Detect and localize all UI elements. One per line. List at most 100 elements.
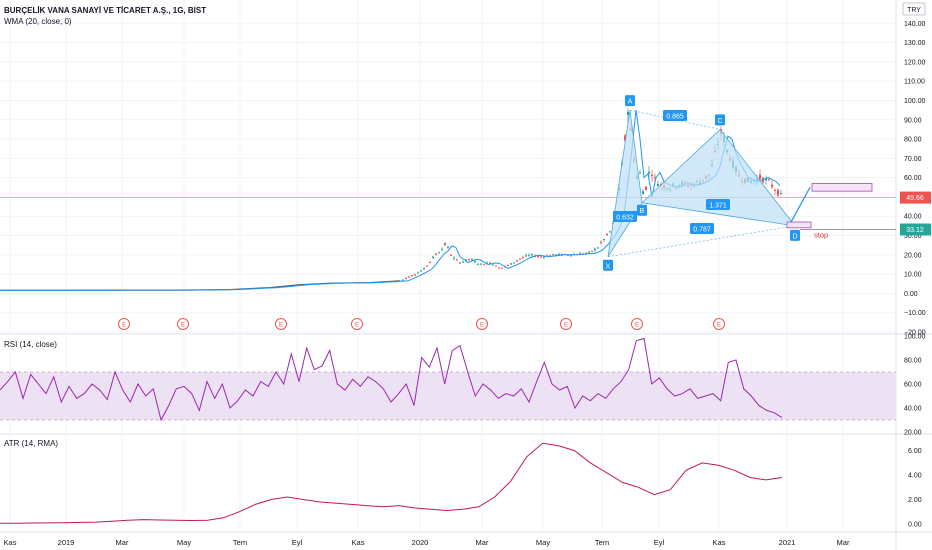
candle-body bbox=[543, 256, 545, 258]
earnings-marker bbox=[275, 318, 287, 330]
x-tick-label: Eyl bbox=[654, 538, 665, 547]
atr-tick-label: 2.00 bbox=[908, 497, 922, 504]
y-tick-label: 100.00 bbox=[904, 98, 926, 105]
earnings-marker bbox=[631, 318, 643, 330]
earnings-marker-label: E bbox=[122, 323, 126, 329]
pattern-ratio-line bbox=[629, 109, 721, 130]
currency-box[interactable] bbox=[902, 2, 926, 16]
y-tick-label: 130.00 bbox=[904, 40, 926, 47]
candle-body bbox=[459, 262, 461, 264]
candle-body bbox=[513, 262, 515, 264]
candle-body bbox=[423, 268, 425, 270]
y-tick-label: 40.00 bbox=[904, 214, 922, 221]
candle-body bbox=[627, 111, 629, 116]
candle-body bbox=[447, 246, 449, 248]
x-tick-label: Kas bbox=[352, 538, 365, 547]
pattern-point-label: A bbox=[628, 99, 633, 106]
candle-body bbox=[498, 267, 500, 269]
pattern-point-box bbox=[790, 229, 800, 241]
projection-arrow bbox=[789, 187, 811, 225]
candle-body bbox=[507, 264, 509, 266]
y-tick-label: 90.00 bbox=[904, 117, 922, 124]
candle-body bbox=[603, 239, 605, 241]
candle-body bbox=[432, 256, 434, 259]
rsi-band bbox=[0, 372, 896, 420]
candle-body bbox=[597, 247, 599, 249]
axes: Kas 2019 Mar May Tem Eyl Kas 2020 Mar May Tem Eyl Ka… bbox=[4, 21, 931, 547]
candle-body bbox=[414, 274, 416, 276]
current-price-label: 49.66 bbox=[906, 195, 924, 202]
wma-line bbox=[0, 110, 781, 291]
pattern-point-label: C bbox=[717, 118, 722, 125]
candle-body bbox=[444, 243, 446, 246]
pattern-ratio-box bbox=[706, 199, 730, 210]
candle-body bbox=[585, 252, 587, 254]
pattern-ratio-label: 0.865 bbox=[666, 114, 684, 121]
candle-body bbox=[519, 258, 521, 260]
pattern-ratio-line bbox=[607, 225, 796, 258]
pattern-point-label: D bbox=[792, 233, 797, 240]
candle-body bbox=[411, 275, 413, 277]
candle-body bbox=[774, 189, 776, 191]
atr-tick-label: 4.00 bbox=[908, 473, 922, 480]
candle-body bbox=[594, 248, 596, 251]
pattern-point-box bbox=[715, 114, 725, 126]
candle-body bbox=[522, 257, 524, 259]
candle-body bbox=[657, 184, 659, 186]
currency-label[interactable]: TRY bbox=[907, 7, 921, 14]
stop-label: stop bbox=[814, 231, 828, 240]
y-tick-label: 10.00 bbox=[904, 272, 922, 279]
pattern-ratio-box bbox=[613, 211, 637, 222]
x-tick-label: 2021 bbox=[779, 538, 796, 547]
candle-body bbox=[477, 263, 479, 265]
candle-body bbox=[474, 261, 476, 263]
candle-body bbox=[609, 231, 611, 233]
candle-body bbox=[438, 252, 440, 254]
candle-body bbox=[405, 278, 407, 280]
atr-tick-label: 0.00 bbox=[908, 521, 922, 528]
pattern-ratio-label: 1.371 bbox=[709, 203, 727, 210]
entry-zone bbox=[786, 221, 812, 229]
earnings-marker bbox=[351, 318, 363, 330]
candle-body bbox=[549, 255, 551, 257]
candle-body bbox=[651, 174, 653, 177]
candle-body bbox=[648, 171, 650, 174]
candle-body bbox=[639, 172, 641, 174]
candle-body bbox=[468, 258, 470, 260]
current-price-badge bbox=[900, 191, 931, 204]
candle-body bbox=[495, 265, 497, 267]
x-tick-label: Eyl bbox=[292, 538, 303, 547]
candle-body bbox=[537, 256, 539, 258]
candle-body bbox=[555, 254, 557, 256]
atr-line bbox=[0, 442, 783, 524]
candle-body bbox=[606, 233, 608, 236]
earnings-marker-label: E bbox=[480, 323, 484, 329]
x-tick-label: Kas bbox=[4, 538, 17, 547]
candle-body bbox=[645, 186, 647, 190]
rsi-label: RSI (14, close) bbox=[4, 340, 57, 349]
earnings-marker bbox=[476, 318, 488, 330]
candle-body bbox=[450, 255, 452, 257]
candle-body bbox=[765, 178, 767, 181]
candle-body bbox=[768, 179, 770, 181]
candle-body bbox=[579, 253, 581, 255]
y-tick-label: 80.00 bbox=[904, 137, 922, 144]
y-tick-label: 30.00 bbox=[904, 233, 922, 240]
earnings-marker-label: E bbox=[717, 323, 721, 329]
y-tick-label: −20.00 bbox=[904, 330, 926, 337]
candle-body bbox=[489, 262, 491, 264]
earnings-marker bbox=[118, 318, 130, 330]
rsi-tick-label: 20.00 bbox=[904, 430, 922, 437]
pattern-point-box bbox=[637, 204, 647, 216]
candle-body bbox=[462, 261, 464, 263]
candle-body bbox=[456, 259, 458, 261]
candle-body bbox=[528, 254, 530, 256]
candle-body bbox=[777, 189, 779, 196]
candle-body bbox=[453, 257, 455, 259]
pattern-point-label: X bbox=[606, 263, 611, 270]
x-tick-label: Tem bbox=[595, 538, 609, 547]
atr-label: ATR (14, RMA) bbox=[4, 439, 58, 448]
atr-tick-label: 6.00 bbox=[908, 448, 922, 455]
candle-body bbox=[642, 191, 644, 195]
